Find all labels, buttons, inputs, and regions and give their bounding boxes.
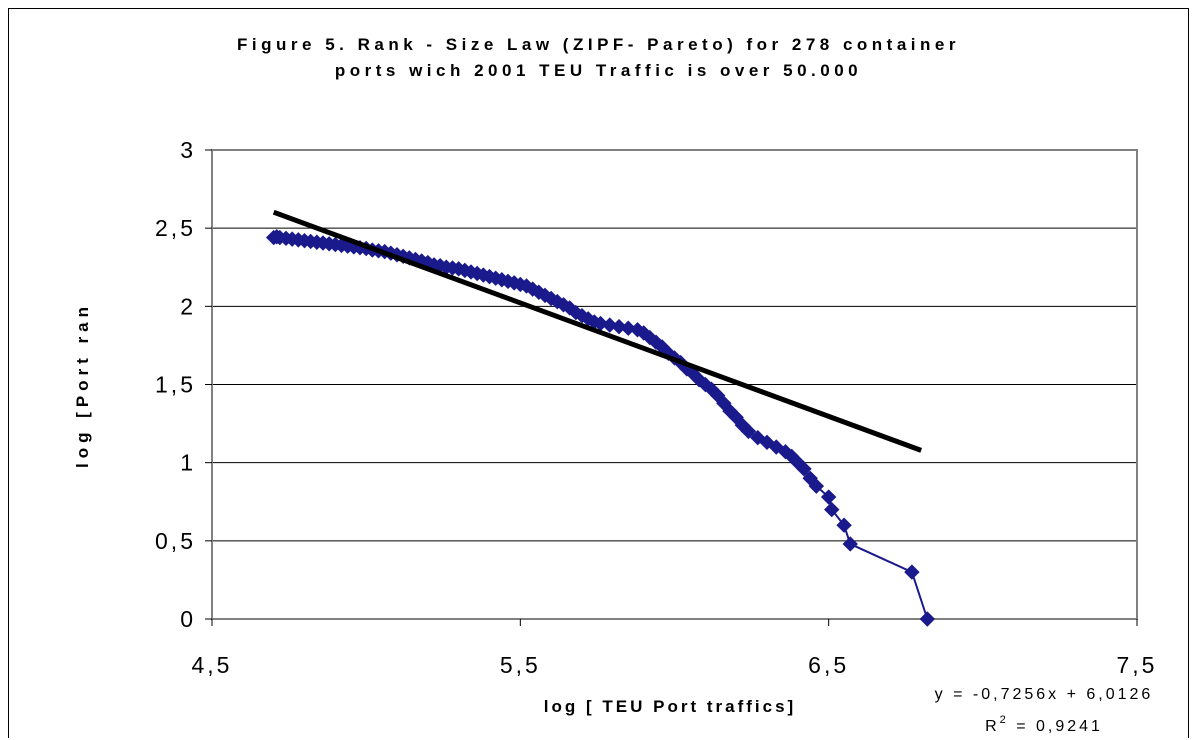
data-point [740, 423, 757, 440]
y-tick-labels: 0 0,5 1 1,5 2 2,5 3 [155, 137, 212, 632]
y-tick-label: 2 [180, 293, 196, 319]
chart-border [8, 8, 1189, 738]
y-axis-title: log [Port ran [73, 302, 92, 468]
series-line [273, 235, 929, 620]
data-series [265, 229, 936, 627]
x-tick-label: 5,5 [500, 652, 541, 678]
data-point [808, 478, 825, 494]
y-tick-label: 1 [180, 450, 196, 476]
data-point [842, 536, 858, 552]
x-tick-labels: 4,5 5,5 6,5 7,5 [192, 619, 1158, 678]
chart-title-line-1: Figure 5. Rank - Size Law (ZIPF- Pareto)… [237, 35, 960, 54]
trendline [272, 209, 923, 453]
r2-label: R [985, 718, 1000, 735]
r2-value: = 0,9241 [1009, 718, 1103, 735]
data-point [796, 461, 812, 477]
x-tick-label: 4,5 [192, 652, 233, 678]
data-point [836, 517, 852, 533]
data-point [824, 501, 840, 518]
data-point [904, 564, 920, 580]
chart-title-line-2: ports wich 2001 TEU Traffic is over 50.0… [334, 61, 863, 80]
y-tick-label: 2,5 [155, 215, 196, 241]
y-tick-label: 0 [180, 606, 196, 632]
data-point [820, 489, 837, 505]
y-tick-label: 1,5 [155, 372, 196, 398]
trendline-r-squared: R2 = 0,9241 [985, 714, 1103, 735]
y-tick-label: 0,5 [155, 528, 196, 554]
data-point [919, 611, 936, 627]
trendline-equation: y = -0,7256x + 6,0126 [935, 686, 1154, 703]
x-axis-title: log [ TEU Port traffics] [544, 697, 796, 716]
x-tick-label: 6,5 [808, 652, 849, 678]
r2-superscript: 2 [1000, 714, 1009, 726]
x-tick-label: 7,5 [1117, 652, 1158, 678]
y-tick-label: 3 [180, 137, 196, 163]
trendline-group [272, 209, 923, 453]
gridlines [212, 227, 1137, 542]
